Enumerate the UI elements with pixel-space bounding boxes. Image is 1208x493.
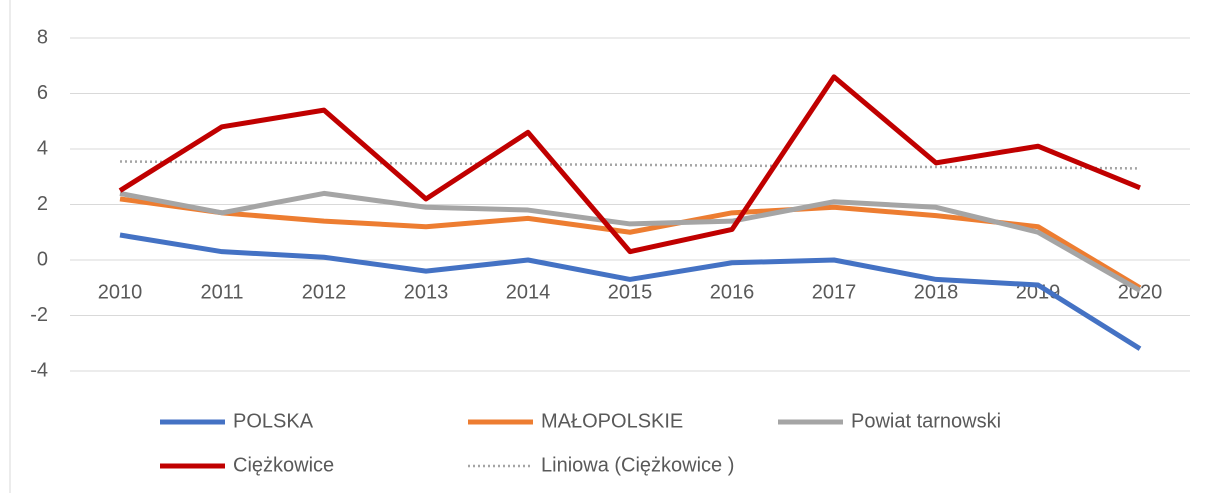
chart-frame — [9, 0, 1208, 493]
series-line — [119, 190, 1142, 293]
x-tick-label: 2020 — [1118, 281, 1163, 303]
x-tick-label: 2010 — [98, 281, 143, 303]
legend-label: Liniowa (Ciężkowice ) — [541, 454, 734, 476]
x-tick-label: 2011 — [200, 281, 243, 303]
y-tick-label: -2 — [30, 304, 48, 326]
y-tick-label: 4 — [37, 137, 48, 159]
legend-label: Ciężkowice — [233, 454, 334, 476]
x-tick-label: 2014 — [506, 281, 551, 303]
trend-line — [119, 160, 1141, 170]
x-tick-label: 2018 — [914, 281, 959, 303]
x-tick-label: 2016 — [710, 281, 755, 303]
y-tick-label: 6 — [37, 82, 48, 104]
y-tick-label: -4 — [30, 359, 48, 381]
series-line — [119, 196, 1142, 290]
x-tick-label: 2017 — [812, 281, 857, 303]
y-tick-label: 2 — [37, 193, 48, 215]
x-tick-label: 2012 — [302, 281, 347, 303]
legend-label: POLSKA — [233, 410, 314, 432]
legend-label: MAŁOPOLSKIE — [541, 410, 683, 432]
series-line — [118, 74, 1141, 255]
x-tick-label: 2013 — [404, 281, 449, 303]
legend-label: Powiat tarnowski — [851, 410, 1001, 432]
y-tick-label: 0 — [37, 248, 48, 270]
series-line — [119, 232, 1142, 351]
y-tick-label: 8 — [37, 26, 48, 48]
x-tick-label: 2015 — [608, 281, 653, 303]
